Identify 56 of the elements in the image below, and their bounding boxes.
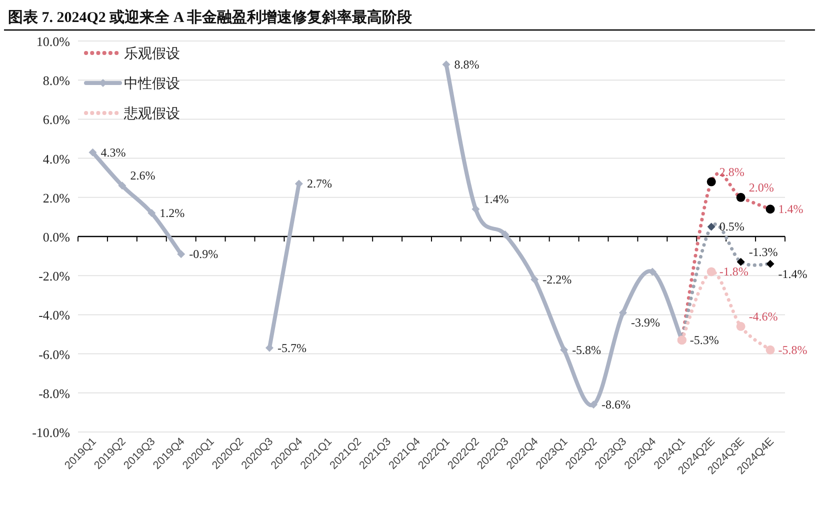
- data-label: 8.8%: [454, 57, 480, 72]
- data-label: -8.6%: [602, 398, 631, 412]
- chart-title: 图表 7. 2024Q2 或迎来全 A 非金融盈利增速修复斜率最高阶段: [8, 8, 414, 26]
- point: [177, 250, 186, 258]
- y-tick-label: 10.0%: [36, 34, 70, 49]
- point: [472, 205, 480, 214]
- point: [530, 276, 539, 284]
- data-label: -3.9%: [630, 316, 660, 330]
- point: [736, 192, 746, 202]
- legend-label: 悲观假设: [123, 105, 180, 121]
- y-tick-label: -2.0%: [38, 268, 70, 284]
- point: [501, 230, 510, 239]
- data-label: -5.3%: [690, 333, 719, 348]
- y-tick-label: 0.0%: [42, 230, 70, 244]
- legend-label: 中性假设: [124, 75, 180, 91]
- data-label: 1.4%: [778, 202, 804, 216]
- data-label: 0.5%: [719, 220, 744, 234]
- point: [766, 345, 775, 354]
- data-label: 1.4%: [484, 192, 509, 206]
- point: [766, 204, 775, 214]
- data-label: 2.8%: [719, 164, 744, 179]
- data-label: 2.0%: [748, 180, 774, 194]
- data-label: -5.8%: [572, 342, 602, 357]
- data-label: -2.2%: [542, 272, 572, 287]
- point: [707, 222, 716, 231]
- data-label: -5.7%: [277, 340, 306, 355]
- point: [560, 346, 568, 354]
- data-label: -4.6%: [748, 309, 778, 324]
- data-label: 2.6%: [130, 168, 156, 183]
- point: [736, 322, 746, 331]
- point: [706, 267, 716, 276]
- point: [706, 177, 716, 186]
- data-label: -0.9%: [189, 247, 218, 262]
- y-tick-label: 6.0%: [42, 112, 70, 128]
- y-tick-label: 4.0%: [42, 151, 70, 166]
- y-tick-label: -6.0%: [38, 346, 70, 362]
- y-tick-label: -10.0%: [32, 425, 70, 440]
- data-label: -5.8%: [778, 342, 808, 357]
- data-label: -1.8%: [719, 264, 748, 279]
- point: [736, 258, 745, 266]
- data-label: -1.3%: [748, 244, 778, 259]
- point: [442, 60, 450, 68]
- point: [118, 182, 126, 190]
- point: [88, 148, 97, 156]
- point: [766, 260, 774, 268]
- y-tick-label: 8.0%: [42, 73, 70, 88]
- data-label: 4.3%: [100, 145, 126, 160]
- legend-label: 乐观假设: [124, 45, 180, 61]
- point: [618, 308, 627, 317]
- data-label: 2.7%: [306, 176, 332, 191]
- point: [148, 209, 156, 218]
- data-label: 1.2%: [160, 206, 185, 220]
- y-tick-label: -8.0%: [38, 386, 70, 401]
- data-label: -1.4%: [778, 266, 808, 281]
- y-tick-label: -4.0%: [38, 308, 70, 323]
- y-tick-label: 2.0%: [42, 190, 70, 206]
